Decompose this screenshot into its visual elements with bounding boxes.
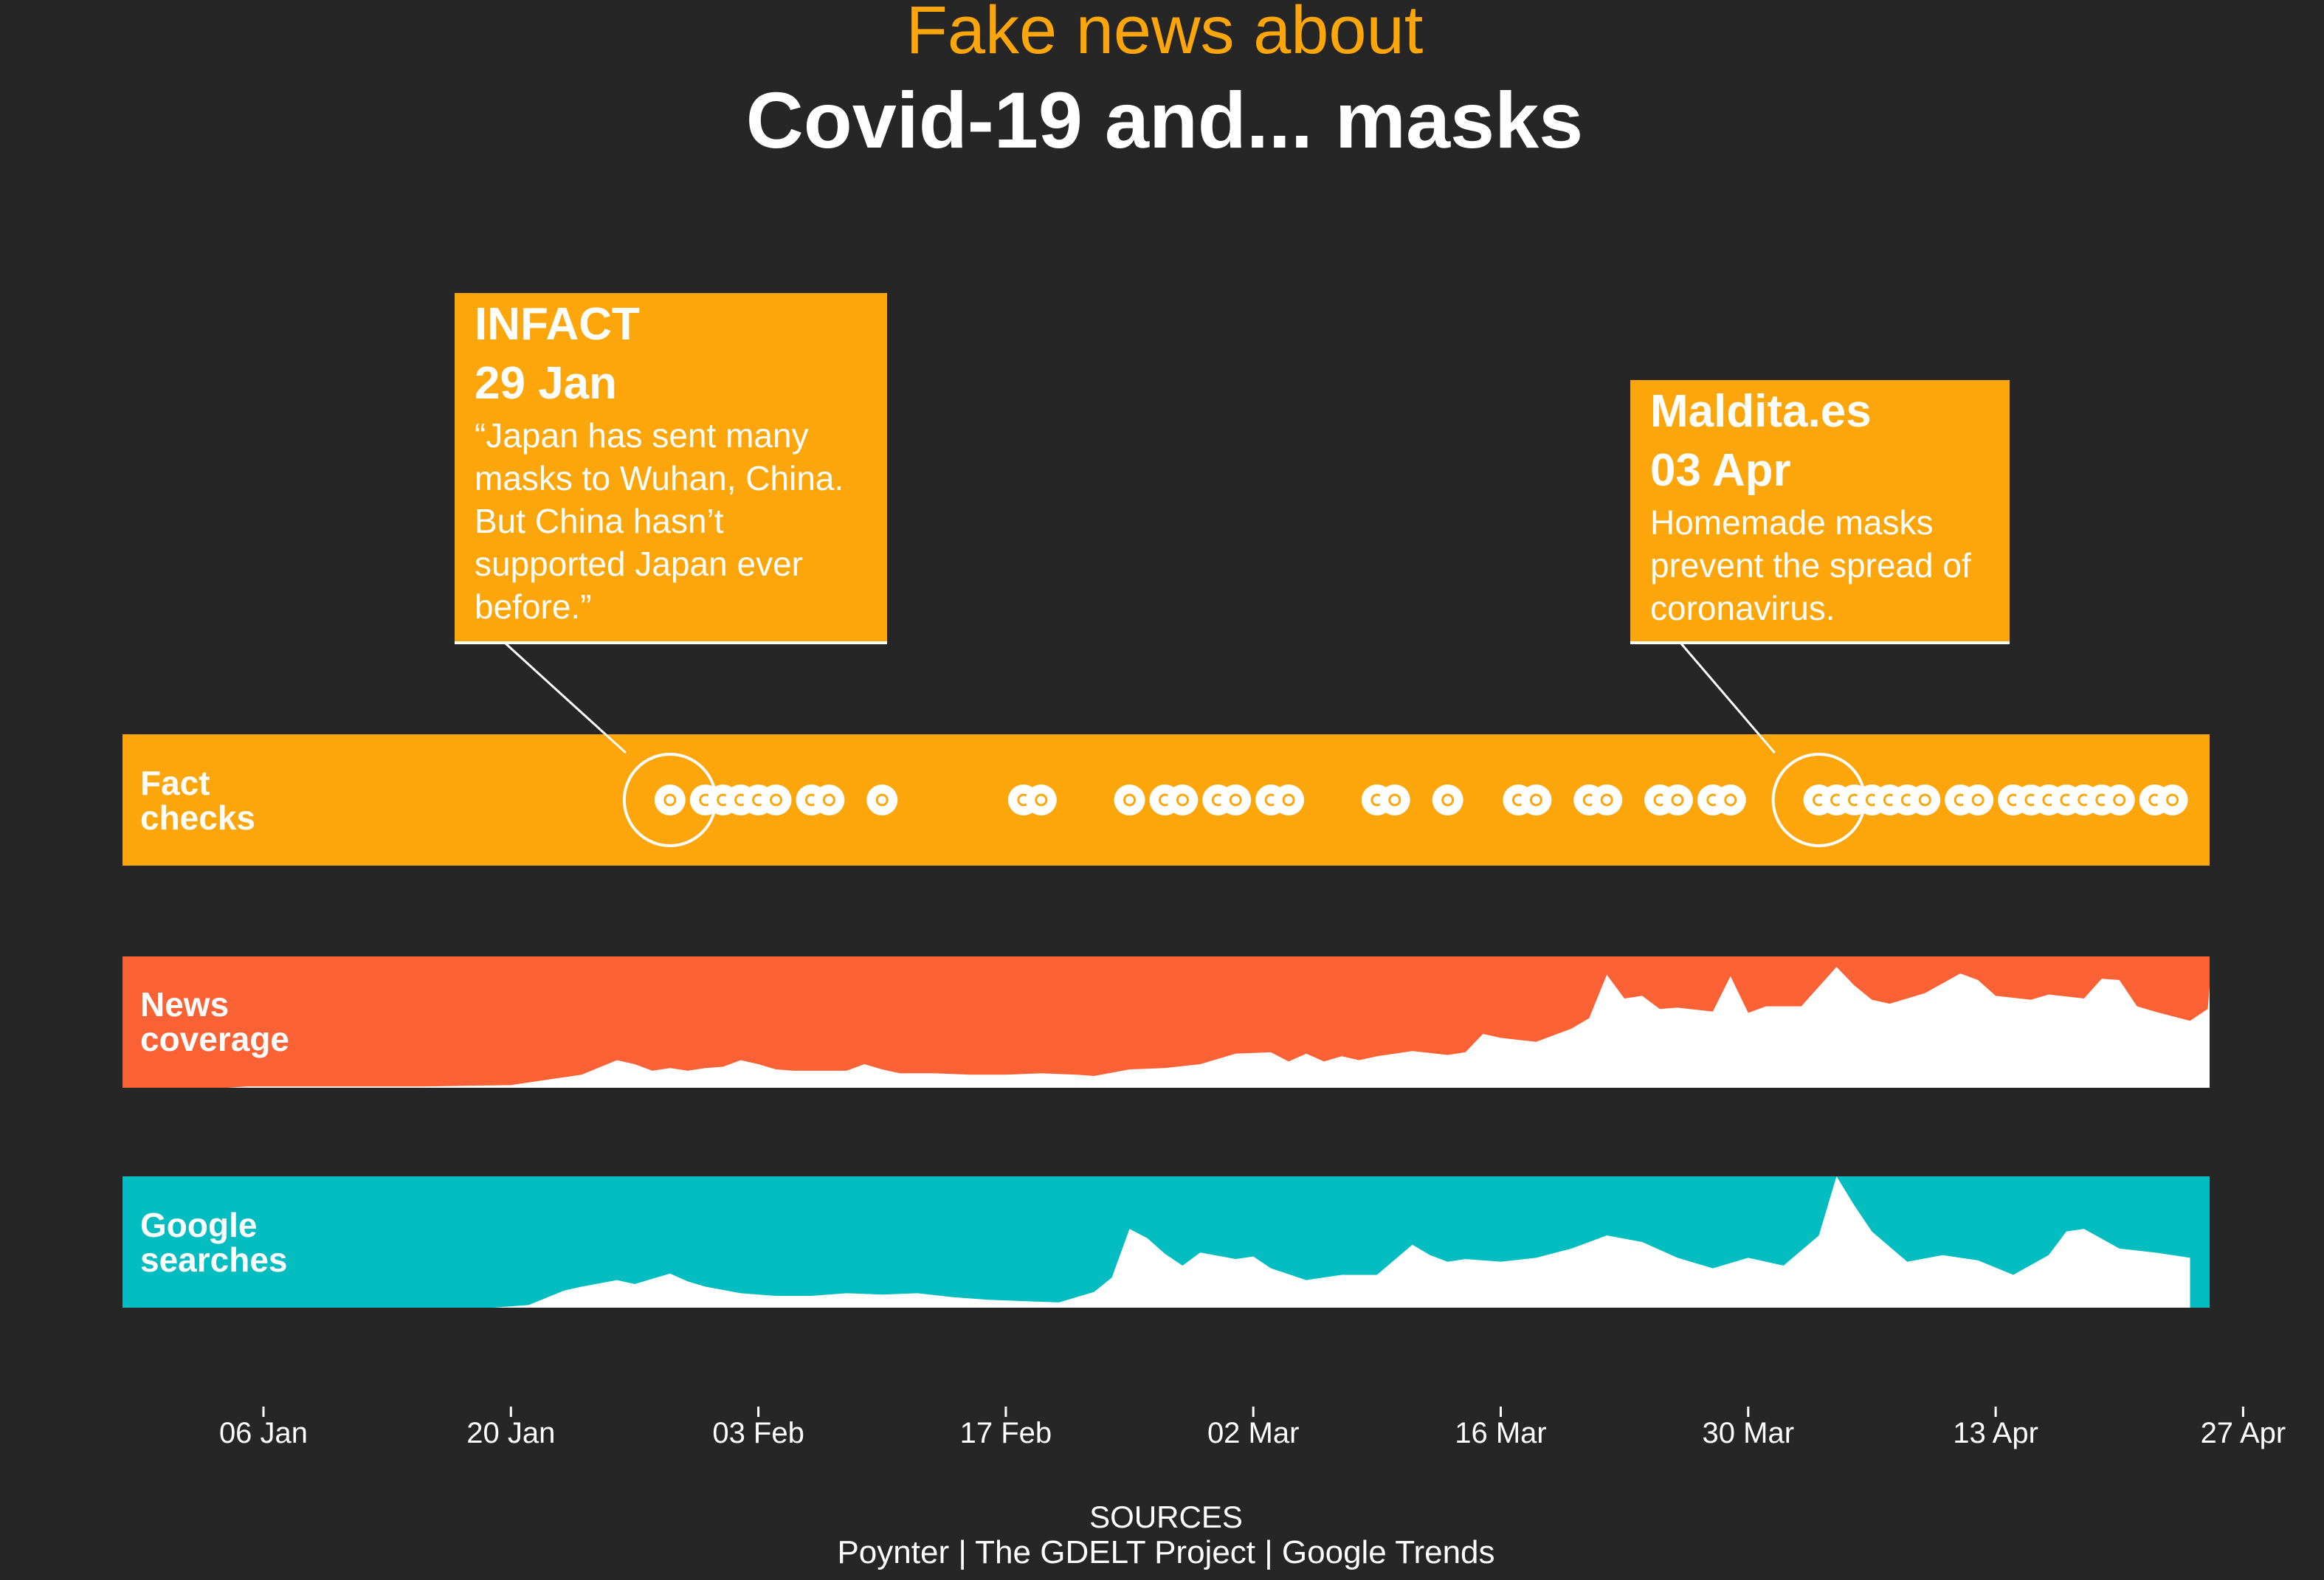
fact-check-dot (2103, 784, 2135, 815)
x-tick-label: 13 Apr (1953, 1417, 2038, 1449)
sources-heading: SOURCES (1089, 1500, 1243, 1534)
fact-check-dot (2156, 784, 2188, 815)
callout: INFACT 29 Jan “Japan has sent many masks to… (455, 293, 887, 754)
x-tick-label: 03 Feb (712, 1417, 804, 1449)
google-searches-panel: Google searches (123, 1176, 2210, 1308)
fact-check-dot (866, 784, 898, 815)
callout-source: Maldita.es (1650, 386, 1872, 437)
google-searches-label-line1: Google (140, 1206, 257, 1244)
fact-check-dot (1167, 784, 1199, 815)
callout-leader-line (503, 641, 627, 754)
news-coverage-panel: News coverage (123, 956, 2210, 1088)
fact-check-dot (1273, 784, 1305, 815)
callout-text-line: supported Japan ever (475, 545, 803, 583)
callout: Maldita.es 03 Apr Homemade masks prevent th… (1630, 380, 2010, 753)
x-axis: 06 Jan 20 Jan 03 Feb 17 Feb 02 Mar 16 Mar 30 M… (219, 1407, 2286, 1449)
x-tick-label: 17 Feb (960, 1417, 1052, 1449)
callout-date: 03 Apr (1650, 445, 1791, 496)
fact-check-dot (760, 784, 792, 815)
fact-check-dot (1520, 784, 1552, 815)
callout-text-line: prevent the spread of (1650, 546, 1971, 584)
google-searches-label-line2: searches (140, 1241, 288, 1279)
callout-text-line: Homemade masks (1650, 503, 1933, 542)
callout-date: 29 Jan (475, 358, 617, 409)
x-tick-label: 30 Mar (1703, 1417, 1795, 1449)
callout-text-line: coronavirus. (1650, 589, 1835, 627)
chart-title-line1: Fake news about (906, 0, 1424, 68)
fact-check-dot (1432, 784, 1463, 815)
callout-source: INFACT (475, 299, 640, 350)
fact-check-dot (1662, 784, 1693, 815)
callout-text-line: before.” (475, 587, 592, 626)
x-tick-label: 06 Jan (219, 1417, 308, 1449)
sources-text: Poynter | The GDELT Project | Google Tre… (837, 1534, 1494, 1570)
callouts: INFACT 29 Jan “Japan has sent many masks to… (455, 293, 2010, 754)
chart-title-line2: Covid-19 and... masks (746, 75, 1583, 165)
callout-leader-line (1679, 642, 1776, 753)
fact-checks-panel: Fact checks (123, 734, 2210, 866)
fact-check-dots (622, 753, 2188, 847)
callout-box (1630, 380, 2010, 643)
x-tick-label: 27 Apr (2201, 1417, 2286, 1449)
fact-check-dot (1114, 784, 1145, 815)
fact-check-dot (1379, 784, 1410, 815)
fact-check-dot (1962, 784, 1994, 815)
fact-check-dot (813, 784, 845, 815)
fact-check-dot (1220, 784, 1252, 815)
fact-checks-label-line2: checks (140, 798, 255, 837)
news-coverage-area (228, 967, 2210, 1088)
callout-text-line: “Japan has sent many (475, 416, 809, 455)
x-tick-label: 16 Mar (1455, 1417, 1547, 1449)
news-coverage-label-line1: News (140, 985, 229, 1024)
news-coverage-label-line2: coverage (140, 1020, 289, 1058)
google-searches-area (493, 1176, 2190, 1308)
fact-check-dot (1591, 784, 1623, 815)
fact-check-dot (1714, 784, 1746, 815)
x-tick-label: 20 Jan (466, 1417, 555, 1449)
callout-text-line: But China hasn’t (475, 502, 724, 540)
callout-text-line: masks to Wuhan, China. (475, 459, 844, 497)
fact-check-dot (1909, 784, 1941, 815)
x-tick-label: 02 Mar (1207, 1417, 1300, 1449)
callout-box (455, 293, 887, 643)
fact-check-dot (1025, 784, 1057, 815)
fact-checks-label-line1: Fact (140, 764, 210, 802)
